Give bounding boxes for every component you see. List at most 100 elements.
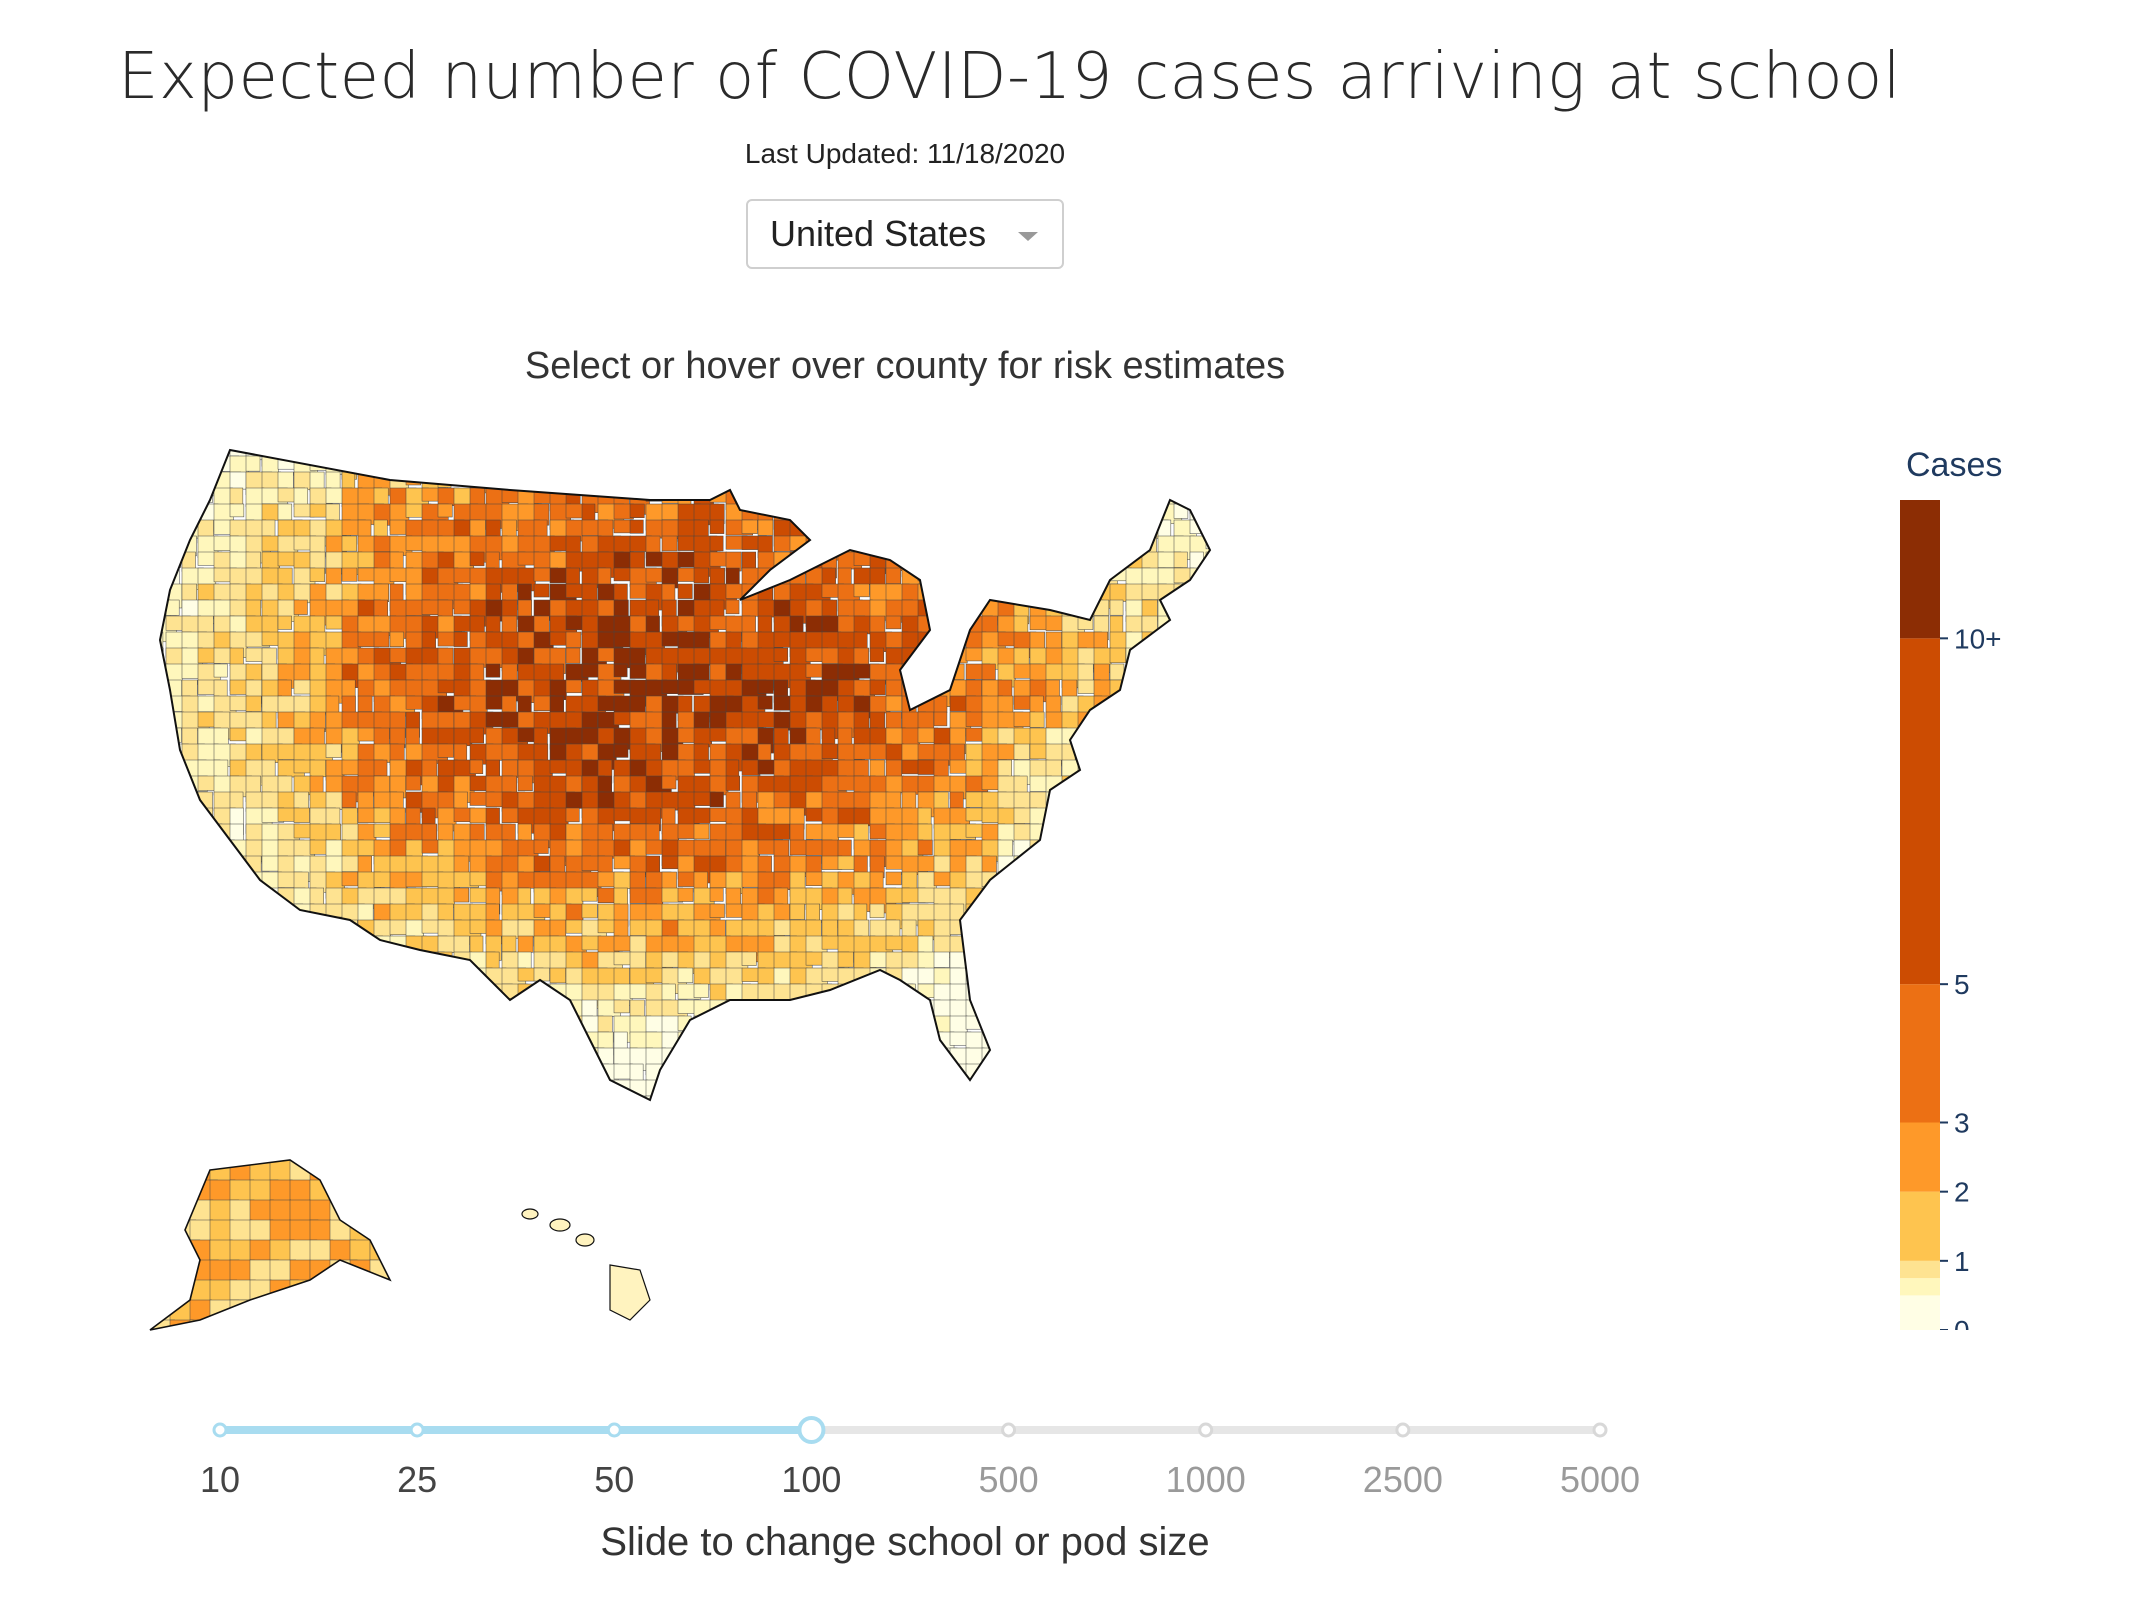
county xyxy=(853,1095,875,1100)
county xyxy=(1173,759,1196,779)
county xyxy=(1125,919,1151,940)
county xyxy=(357,679,377,697)
county xyxy=(741,839,761,857)
county xyxy=(598,1128,617,1154)
county xyxy=(870,1112,884,1127)
region-dropdown[interactable]: United States xyxy=(746,199,1064,269)
county xyxy=(341,1095,365,1100)
county xyxy=(357,1047,378,1075)
county xyxy=(1109,519,1136,545)
county xyxy=(549,535,568,552)
county xyxy=(901,1047,916,1063)
county xyxy=(165,450,183,460)
pod-size-slider[interactable]: 10 25 50 100 500 1000 2500 5000 xyxy=(180,1400,1680,1540)
county xyxy=(341,1047,368,1066)
county xyxy=(613,743,629,758)
county xyxy=(1125,855,1145,882)
county xyxy=(293,1047,314,1071)
county xyxy=(1029,519,1053,543)
county xyxy=(150,1160,153,1181)
county xyxy=(277,679,292,698)
county xyxy=(229,887,248,914)
county xyxy=(582,1112,595,1139)
county xyxy=(805,1047,830,1067)
county xyxy=(326,1112,349,1128)
county xyxy=(773,695,792,711)
county xyxy=(613,935,633,952)
county xyxy=(1029,951,1045,967)
county xyxy=(933,567,958,587)
county xyxy=(150,1160,173,1166)
county xyxy=(1189,871,1210,895)
county xyxy=(1205,999,1210,1015)
county xyxy=(1093,999,1110,1025)
county xyxy=(1093,1031,1116,1055)
county xyxy=(277,503,293,521)
county xyxy=(1045,935,1072,958)
county xyxy=(197,1015,225,1034)
county xyxy=(1029,1063,1051,1090)
county xyxy=(1173,599,1197,627)
county xyxy=(342,1128,365,1146)
county xyxy=(549,1079,565,1100)
county xyxy=(965,599,980,618)
choropleth-map[interactable] xyxy=(90,440,1670,1340)
county xyxy=(1141,1063,1160,1086)
county xyxy=(1077,775,1098,801)
county xyxy=(1173,823,1202,851)
county xyxy=(1093,919,1117,936)
county xyxy=(741,999,758,1027)
county xyxy=(325,450,354,460)
county xyxy=(725,711,743,729)
county xyxy=(389,450,416,460)
county xyxy=(213,839,235,866)
county xyxy=(1061,903,1084,932)
county xyxy=(181,791,199,819)
county xyxy=(1029,567,1048,582)
county xyxy=(1125,871,1146,895)
county xyxy=(629,583,649,599)
county xyxy=(1061,807,1085,823)
county xyxy=(645,1079,671,1100)
county xyxy=(1205,951,1210,976)
county xyxy=(1029,535,1050,561)
county xyxy=(837,839,852,858)
legend-band-3 xyxy=(1900,1191,1940,1261)
county xyxy=(789,1047,813,1063)
county xyxy=(709,887,724,902)
county xyxy=(1157,711,1176,733)
county xyxy=(933,1063,951,1090)
county xyxy=(853,1047,880,1063)
county xyxy=(341,807,358,826)
county xyxy=(1125,663,1144,687)
county xyxy=(773,471,799,500)
county xyxy=(645,711,663,729)
county xyxy=(501,935,517,953)
county xyxy=(613,967,630,987)
county xyxy=(309,1095,338,1100)
county xyxy=(853,791,873,811)
county xyxy=(229,647,244,666)
county xyxy=(853,1031,868,1050)
county xyxy=(757,519,774,536)
county xyxy=(517,775,533,791)
county xyxy=(837,471,854,490)
county xyxy=(917,535,936,556)
county xyxy=(229,599,249,617)
county xyxy=(1093,743,1116,758)
county xyxy=(160,503,170,529)
county xyxy=(181,839,203,863)
county xyxy=(341,935,365,951)
county xyxy=(869,1079,898,1095)
county xyxy=(1173,855,1196,884)
slider-step-label: 500 xyxy=(979,1459,1039,1500)
county xyxy=(1205,583,1210,611)
county xyxy=(1222,568,1238,595)
county xyxy=(373,1047,399,1072)
county xyxy=(1189,663,1210,678)
slider-step-label: 25 xyxy=(397,1459,437,1500)
county xyxy=(1077,743,1095,758)
county xyxy=(229,919,257,937)
county xyxy=(357,1095,375,1100)
county xyxy=(358,1128,371,1144)
